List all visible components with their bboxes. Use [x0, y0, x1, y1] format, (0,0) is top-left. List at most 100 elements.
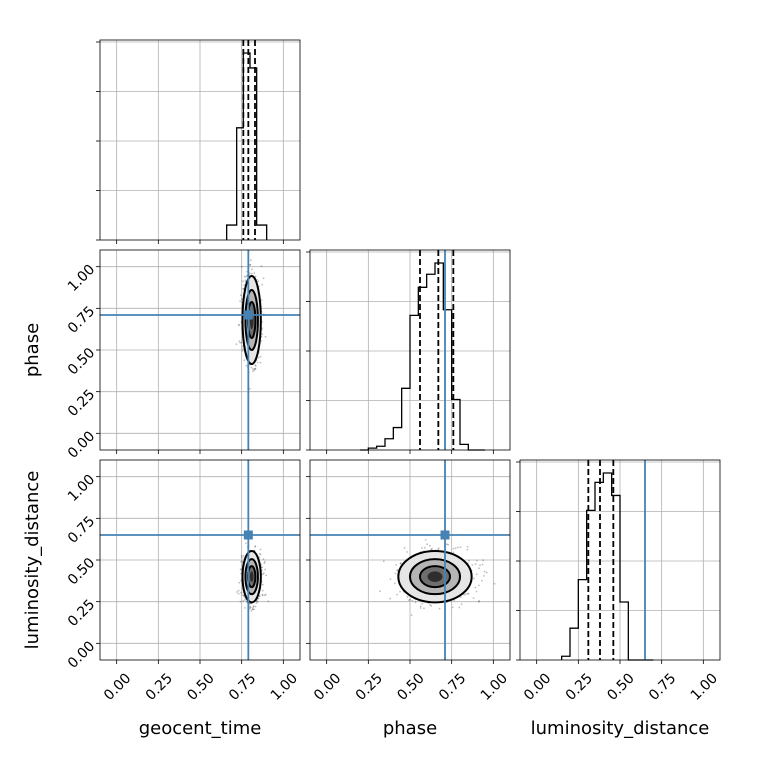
sample-point	[257, 356, 260, 359]
contour-line	[244, 558, 259, 596]
sample-point	[256, 600, 258, 603]
sample-point	[240, 560, 243, 563]
x-tick-label: 1.00	[268, 670, 301, 703]
sample-point	[451, 606, 454, 609]
sample-point	[253, 272, 256, 274]
histogram-bin	[570, 628, 578, 660]
sample-point	[262, 277, 265, 280]
truth-marker	[243, 530, 253, 540]
histogram-steps	[360, 262, 485, 451]
sample-point	[244, 279, 247, 282]
sample-point	[419, 605, 422, 608]
sample-point	[261, 333, 264, 335]
sample-point	[240, 554, 243, 557]
x-tick-label: 0.25	[563, 670, 596, 703]
panel-frame	[309, 249, 511, 451]
sample-point	[393, 582, 396, 585]
sample-point	[399, 590, 401, 593]
sample-point	[261, 589, 264, 592]
panel-frame	[99, 39, 301, 241]
sample-point	[466, 548, 469, 551]
histogram-bin	[257, 225, 267, 240]
density-panel-geocent-time-vs-luminosity-distance: 0.00 0.25 0.50 0.75 1.000.000.250.500.751.00	[65, 459, 301, 704]
sample-point	[245, 542, 247, 545]
histogram-bin	[562, 656, 570, 660]
sample-point	[264, 335, 267, 338]
sample-point	[438, 607, 441, 610]
y-tick-label: 0.50	[65, 345, 98, 378]
sample-point	[240, 265, 243, 268]
sample-point	[243, 359, 246, 362]
sample-point	[429, 604, 432, 606]
sample-point	[474, 563, 477, 565]
sample-point	[243, 284, 246, 287]
sample-point	[255, 602, 258, 604]
sample-point	[256, 600, 259, 603]
sample-point	[246, 248, 248, 250]
histogram-bin	[620, 602, 628, 660]
sample-point	[249, 607, 251, 610]
x-tick-label: 0.00	[101, 670, 134, 703]
sample-point	[259, 361, 262, 364]
histogram-steps	[226, 52, 268, 240]
sample-point	[399, 562, 402, 565]
sample-point	[458, 606, 461, 609]
sample-point	[248, 272, 251, 275]
x-tick-label: 1.00	[478, 670, 511, 703]
x-tick-label: 1.00	[688, 670, 721, 703]
sample-point	[464, 593, 467, 596]
sample-point	[242, 280, 244, 283]
sample-point	[493, 582, 496, 585]
sample-point	[235, 343, 238, 346]
sample-point	[260, 265, 263, 268]
sample-point	[408, 599, 410, 602]
sample-point	[406, 595, 409, 598]
x-tick-label: 0.00	[521, 670, 554, 703]
sample-point	[262, 558, 265, 560]
sample-point	[238, 324, 240, 326]
sample-point	[481, 579, 483, 582]
sample-point	[410, 614, 413, 616]
sample-point	[261, 593, 264, 596]
sample-point	[254, 365, 257, 367]
y-tick-label: 0.50	[65, 555, 98, 588]
sample-point	[437, 547, 440, 550]
histogram-bin	[603, 473, 611, 660]
x-tick-label: 0.75	[436, 670, 469, 703]
sample-point	[251, 268, 253, 270]
sample-point	[254, 545, 257, 547]
sample-point	[251, 608, 254, 610]
sample-point	[239, 600, 242, 603]
contour-line	[241, 550, 262, 604]
sample-point	[476, 559, 478, 562]
histogram-bin	[377, 446, 385, 450]
sample-point	[261, 566, 263, 569]
sample-point	[478, 567, 480, 570]
sample-point	[471, 564, 474, 566]
sample-point	[239, 294, 242, 296]
truth-marker	[243, 310, 253, 320]
sample-point	[261, 283, 263, 286]
sample-point	[460, 603, 463, 606]
sample-point	[240, 591, 242, 594]
sample-point	[267, 600, 270, 603]
y-tick-label: 1.00	[65, 472, 98, 505]
contour-fill	[427, 571, 443, 582]
sample-point	[467, 592, 470, 595]
contour-line	[244, 289, 259, 351]
sample-point	[260, 564, 263, 566]
sample-point	[260, 340, 263, 342]
truth-marker	[440, 530, 450, 540]
sample-point	[419, 607, 422, 609]
sample-point	[252, 368, 254, 370]
y-tick-label: 0.00	[65, 638, 98, 671]
sample-point	[252, 606, 255, 609]
sample-point	[262, 572, 265, 575]
sample-point	[242, 600, 245, 602]
sample-point	[254, 367, 257, 370]
sample-point	[382, 560, 385, 563]
x-tick-label: 0.75	[646, 670, 679, 703]
sample-point	[466, 592, 469, 595]
sample-point	[259, 553, 262, 556]
sample-point	[424, 539, 427, 541]
